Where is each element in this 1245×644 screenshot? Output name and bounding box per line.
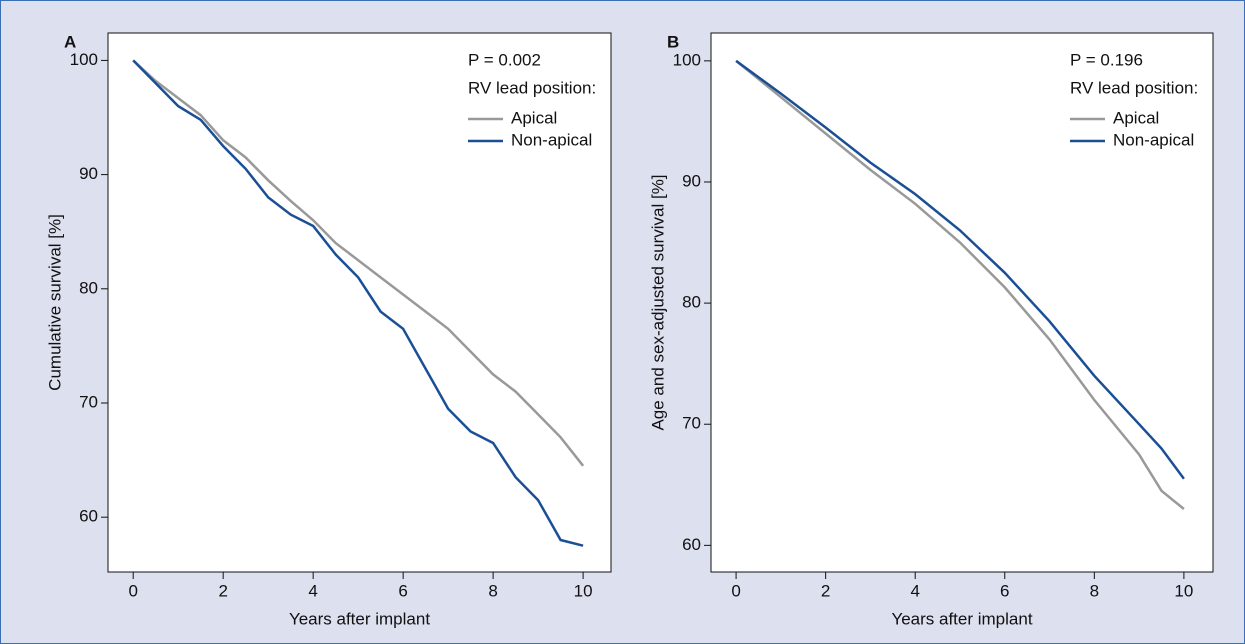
y-tick-label: 60 — [682, 535, 701, 554]
p-value: P = 0.002 — [468, 50, 541, 69]
survival-line — [132, 59, 584, 547]
plot-area — [107, 32, 612, 573]
plot-area — [710, 32, 1214, 573]
y-tick-label: 100 — [673, 50, 701, 69]
y-axis-label: Cumulative survival [%] — [45, 214, 64, 391]
x-tick-label: 2 — [821, 581, 830, 600]
x-tick-label: 8 — [488, 581, 497, 600]
x-tick-label: 8 — [1090, 581, 1099, 600]
y-tick-label: 90 — [79, 164, 98, 183]
x-tick-label: 6 — [398, 581, 407, 600]
survival-line — [132, 59, 585, 467]
y-tick-label: 70 — [79, 392, 98, 411]
x-tick-label: 10 — [574, 581, 593, 600]
x-tick-label: 4 — [910, 581, 919, 600]
x-axis-label: Years after implant — [289, 609, 430, 628]
x-tick-label: 10 — [1174, 581, 1193, 600]
x-tick-label: 4 — [308, 581, 317, 600]
y-tick-label: 90 — [682, 171, 701, 190]
p-value: P = 0.196 — [1070, 50, 1143, 69]
y-tick-label: 60 — [79, 507, 98, 526]
x-tick-label: 2 — [218, 581, 227, 600]
legend-title: RV lead position: — [468, 78, 596, 97]
y-axis-label: Age and sex-adjusted survival [%] — [648, 174, 667, 430]
legend-label: Apical — [511, 108, 557, 127]
y-tick-label: 100 — [70, 50, 98, 69]
y-tick-label: 80 — [79, 278, 98, 297]
x-tick-label: 0 — [128, 581, 137, 600]
x-tick-label: 0 — [731, 581, 740, 600]
legend-label: Apical — [1113, 108, 1159, 127]
survival-line — [735, 59, 1185, 510]
legend-label: Non-apical — [1113, 130, 1194, 149]
x-axis-label: Years after implant — [891, 609, 1032, 628]
panel-label: A — [64, 32, 76, 51]
legend-title: RV lead position: — [1070, 78, 1198, 97]
x-tick-label: 6 — [1000, 581, 1009, 600]
y-tick-label: 80 — [682, 293, 701, 312]
legend-label: Non-apical — [511, 130, 592, 149]
y-tick-label: 70 — [682, 414, 701, 433]
panel-label: B — [667, 32, 679, 51]
survival-line — [735, 59, 1185, 480]
